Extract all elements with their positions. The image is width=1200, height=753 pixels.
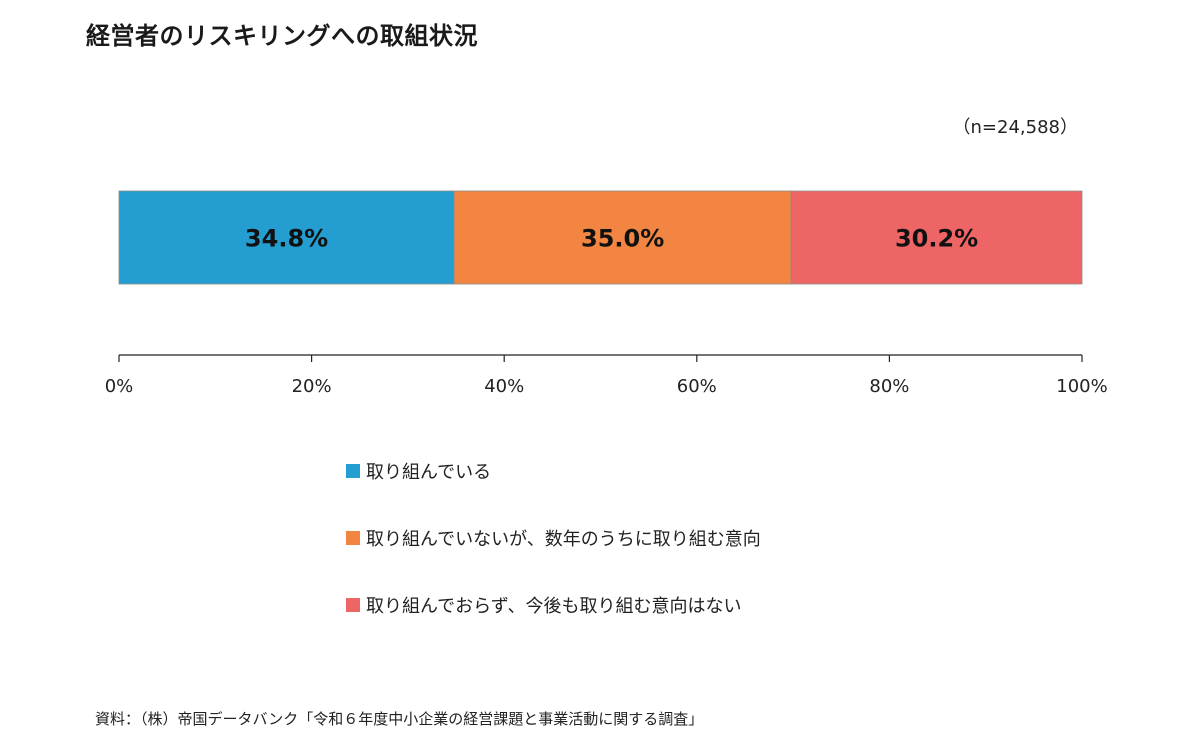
x-tick-label-2: 40% — [484, 376, 524, 397]
legend-item-engaged: 取り組んでいる — [346, 457, 761, 485]
x-tick-label-4: 80% — [869, 376, 909, 397]
chart-legend: 取り組んでいる 取り組んでいないが、数年のうちに取り組む意向 取り組んでおらず、… — [346, 457, 761, 658]
x-tick-label-5: 100% — [1056, 376, 1107, 397]
x-tick-label-1: 20% — [292, 376, 332, 397]
source-note: 資料：（株）帝国データバンク「令和６年度中小企業の経営課題と事業活動に関する調査… — [95, 710, 704, 728]
bar-segment-0 — [118, 190, 455, 285]
bar-value-label-0: 34.8% — [245, 225, 328, 253]
legend-label-intend: 取り組んでいないが、数年のうちに取り組む意向 — [366, 529, 761, 550]
stacked-bar-chart: 34.8% 35.0% 30.2% 0% 20% 40% 60% 80% 100% — [105, 190, 1108, 397]
x-tick-label-3: 60% — [677, 376, 717, 397]
legend-item-intend: 取り組んでいないが、数年のうちに取り組む意向 — [346, 524, 761, 552]
sample-size-label: （n=24,588） — [952, 117, 1078, 138]
legend-swatch-engaged — [346, 464, 360, 478]
bar-segment-2 — [790, 190, 1083, 285]
x-tick-label-0: 0% — [105, 376, 134, 397]
legend-swatch-intend — [346, 531, 360, 545]
legend-item-no-intent: 取り組んでおらず、今後も取り組む意向はない — [346, 591, 761, 619]
legend-label-engaged: 取り組んでいる — [366, 462, 492, 483]
bar-value-label-2: 30.2% — [895, 225, 978, 253]
chart-title: 経営者のリスキリングへの取組状況 — [86, 22, 478, 50]
legend-swatch-no-intent — [346, 598, 360, 612]
bar-value-label-1: 35.0% — [581, 225, 664, 253]
legend-label-no-intent: 取り組んでおらず、今後も取り組む意向はない — [366, 596, 742, 617]
